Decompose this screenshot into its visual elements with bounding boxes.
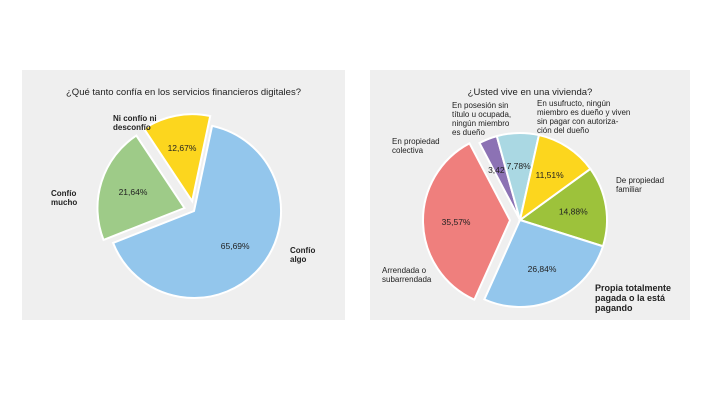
slice-label-arrendada: Arrendada o subarrendada [382, 266, 432, 284]
pie-slice-confio [111, 124, 282, 299]
slice-label-ni-confio: Ni confío ni desconfío [113, 114, 157, 132]
data-label-en-posesion-sin: 7,78% [507, 161, 532, 171]
pie-slice-ni-confio-ni [142, 113, 212, 204]
data-label-confio: 21,64% [119, 187, 148, 197]
slice-label-propiedad-familiar: De propiedad familiar [616, 176, 665, 194]
pie-slice-confio [96, 134, 186, 242]
data-label-ni-confio-ni: 12,67% [168, 143, 197, 153]
slice-label-confio-algo: Confío algo [290, 246, 316, 264]
data-label-en-usufructo-ningun: 11,51% [535, 170, 564, 180]
slice-label-posesion: En posesión sin título u ocupada, ningún… [452, 101, 512, 137]
data-label-confio: 65,69% [221, 241, 250, 251]
slice-label-colectiva: En propiedad colectiva [392, 137, 440, 155]
slice-label-propia: Propia totalmente pagada o la está pagan… [595, 283, 672, 313]
pie-slice-en-usufructo-ningun [518, 133, 592, 223]
pie-chart-housing: 14,88% 26,84% 35,57% 3,42%7,78%11,51% [422, 132, 608, 308]
pie-slice-arrendada-o [422, 141, 512, 301]
data-label-en-propiedad: 3,42% [488, 165, 513, 175]
chart-title: ¿Qué tanto confía en los servicios finan… [66, 87, 301, 98]
data-label-arrendada-o: 35,57% [442, 217, 471, 227]
chart-panel-trust: ¿Qué tanto confía en los servicios finan… [22, 70, 345, 320]
data-label-propia-totalmente: 26,84% [528, 264, 557, 274]
chart-panel-housing: ¿Usted vive en una vivienda? 14,88% 26,84… [370, 70, 690, 320]
chart-title: ¿Usted vive en una vivienda? [467, 87, 593, 98]
pie-chart-trust: 65,69% 21,64% 12,67% [96, 113, 282, 299]
pie-slice-propia-totalmente [483, 218, 605, 308]
slice-label-usufructo: En usufructo, ningún miembro es dueño y … [537, 99, 631, 135]
data-label-de-propiedad: 14,88% [559, 206, 588, 216]
pie-slice-de-propiedad [517, 167, 608, 248]
slice-label-confio-mucho: Confío mucho [51, 189, 78, 207]
